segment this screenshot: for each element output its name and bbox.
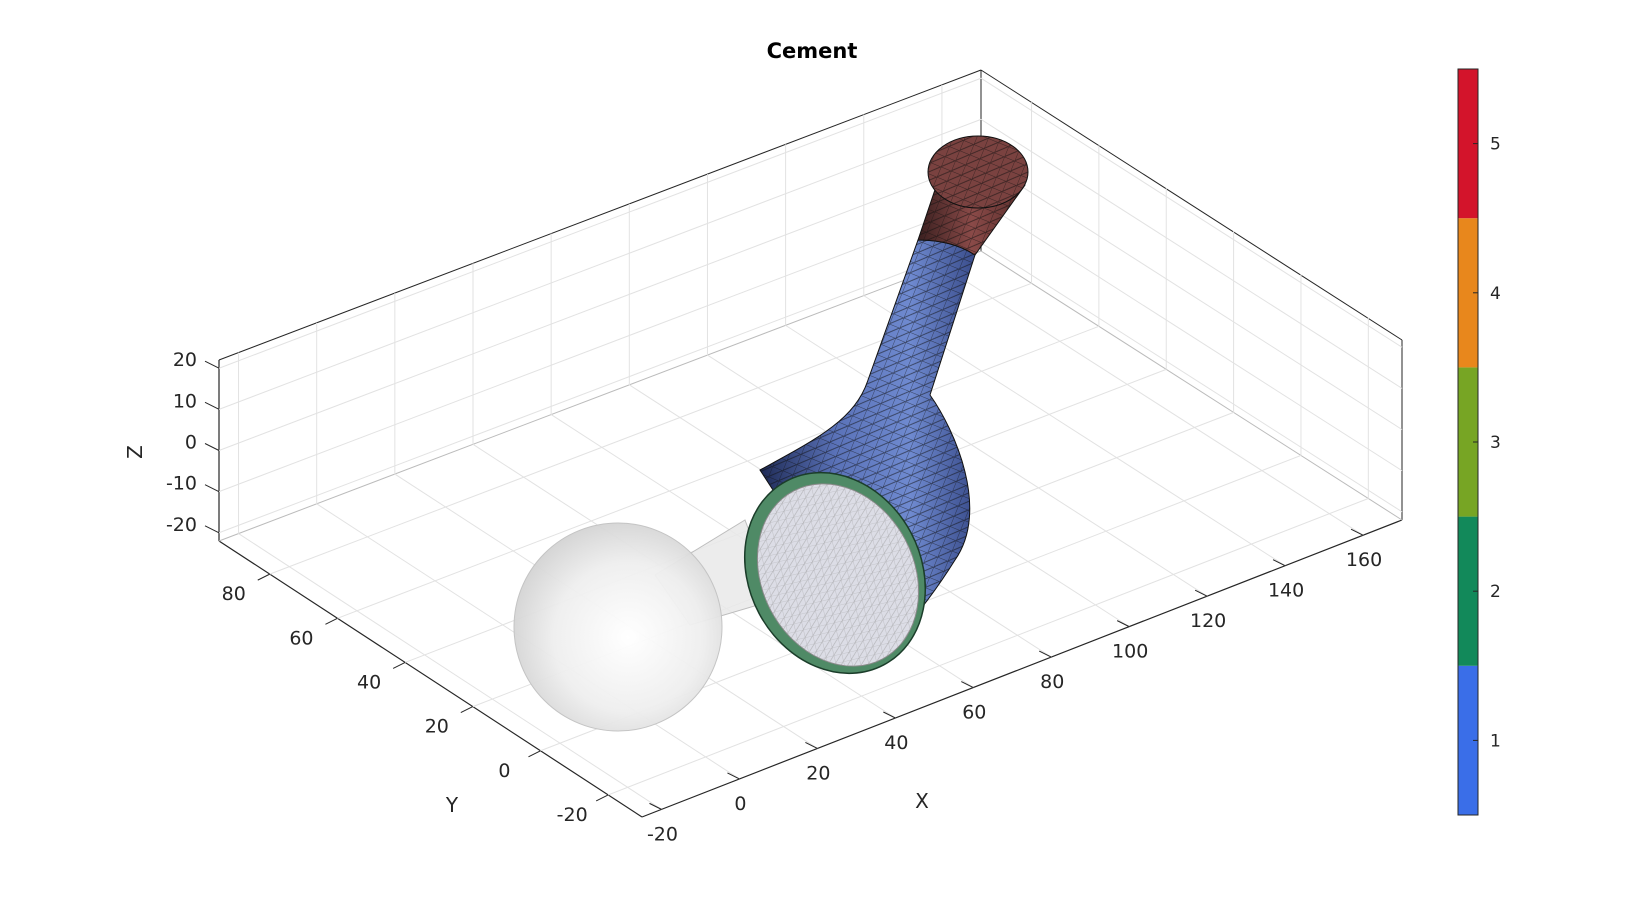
colorbar-segment [1458,516,1478,666]
axis-ticks: -20020406080100120140160-20020406080-20-… [166,349,1382,845]
z-tick-mark [204,443,220,451]
back-wall-grid-z [218,77,982,369]
x-tick-mark [1272,559,1286,567]
back-wall-grid-z [218,201,982,493]
colorbar-tick-label: 5 [1490,135,1501,155]
y-tick-label: 60 [289,627,313,649]
z-tick-mark [204,401,220,410]
stem-tip-cap-mesh [928,136,1028,208]
y-tick-mark [325,617,338,625]
box-edge [218,250,982,542]
colorbar-segment [1458,665,1478,815]
x-tick-mark [1350,528,1364,536]
colorbar: 1 2 3 4 5 [1457,68,1501,816]
floor-grid-x [238,533,662,810]
box-edge [980,69,1403,341]
colorbar-tick-label: 2 [1490,582,1501,602]
x-tick-mark [649,802,662,810]
z-tick-label: -20 [166,514,197,536]
y-axis-label: Y [445,793,459,817]
side-wall-grid-z [980,201,1403,472]
x-tick-label: 40 [884,732,908,754]
z-tick-label: 0 [185,432,197,454]
y-tick-label: 0 [498,760,510,782]
z-tick-mark [204,360,220,369]
colorbar-tick-label: 1 [1490,731,1501,751]
x-tick-label: 60 [962,702,986,724]
z-tick-mark [204,525,220,534]
z-axis-label: Z [123,445,147,459]
x-tick-label: 80 [1040,671,1064,693]
chart-title: Cement [767,39,858,63]
z-tick-mark [204,484,220,493]
side-wall-grid-z [980,160,1403,430]
y-tick-label: 40 [357,671,381,693]
back-wall-grid-z [218,160,982,451]
x-tick-label: -20 [647,823,678,845]
femoral-head-sphere [513,522,723,732]
y-tick-label: 80 [222,583,246,605]
colorbar-segment [1458,218,1478,368]
x-tick-label: 160 [1346,549,1382,571]
x-tick-mark [961,681,974,688]
x-axis-label: X [915,789,929,813]
colorbar-segment [1458,367,1478,517]
floor-grid-x [941,265,1364,536]
x-tick-mark [883,711,896,719]
x-tick-mark [1039,650,1052,658]
y-tick-label: 20 [425,716,449,738]
y-tick-mark [460,706,474,714]
y-axis-line [218,540,643,818]
y-tick-mark [392,661,406,669]
x-tick-label: 120 [1190,610,1226,632]
colorbar-tick-label: 3 [1490,433,1501,453]
floor-grid-x [785,324,1208,597]
x-tick-label: 140 [1268,580,1304,602]
z-tick-label: 10 [173,390,197,412]
x-tick-label: 20 [806,762,830,784]
x-tick-mark [805,742,818,749]
y-tick-mark [528,750,541,758]
axes-box [218,69,1403,818]
box-edge [980,250,1403,521]
back-wall-grid-z [218,118,982,410]
back-wall-grid-z [218,242,982,534]
x-axis-line [641,519,1403,818]
x-tick-label: 0 [734,793,746,815]
side-wall-grid-z [980,242,1403,513]
x-tick-mark [727,772,740,780]
z-tick-label: -10 [166,473,197,495]
floor-grid-y [607,498,1369,796]
y-tick-mark [595,794,609,802]
colorbar-segment [1458,69,1478,219]
y-tick-mark [257,573,270,581]
floor-grid-y [337,325,1100,619]
x-tick-mark [1194,589,1208,597]
x-tick-label: 100 [1112,641,1148,663]
x-tick-mark [1116,620,1130,628]
z-tick-label: 20 [173,349,197,371]
side-wall-grid-z [980,77,1403,348]
box-edge [218,69,982,361]
colorbar-tick-label: 4 [1490,284,1501,304]
cement-opening-mesh [757,483,919,667]
side-wall-grid-z [980,118,1403,389]
y-tick-label: -20 [557,804,588,826]
